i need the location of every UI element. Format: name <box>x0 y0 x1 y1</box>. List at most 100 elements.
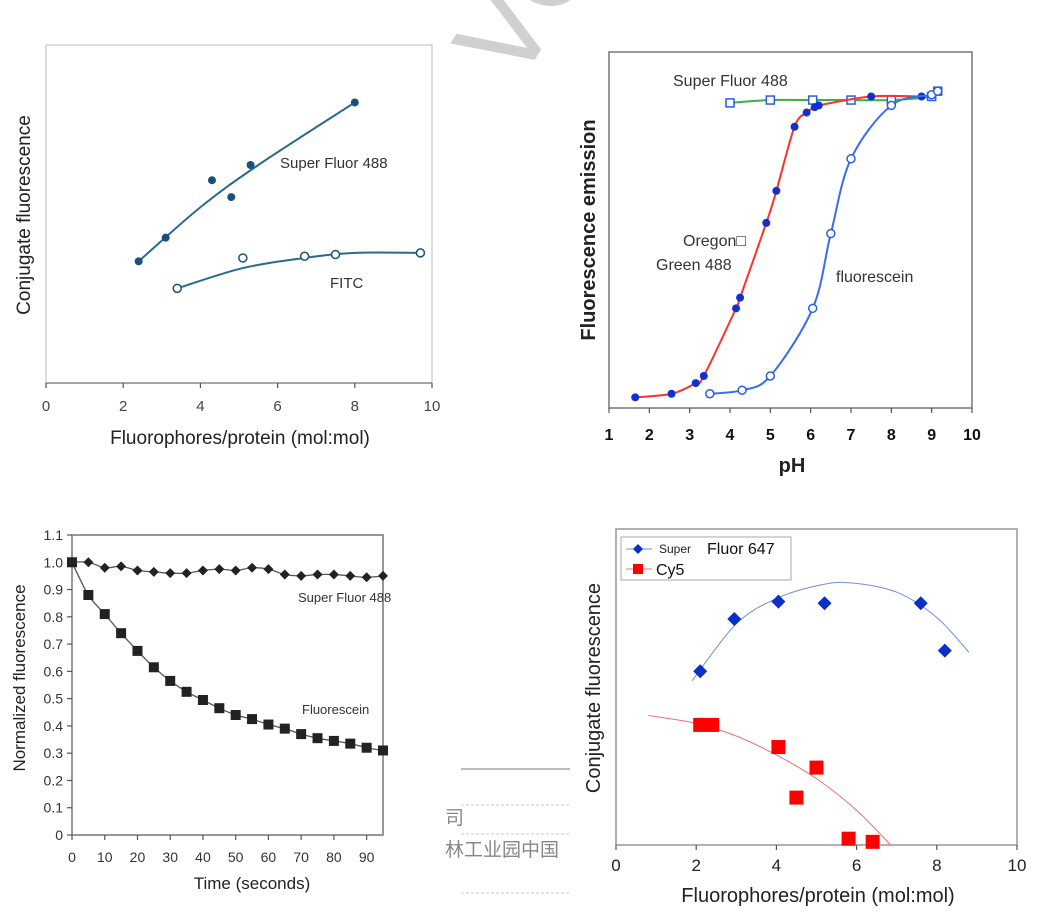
data-point <box>736 293 745 302</box>
chart-3 <box>67 534 388 840</box>
data-point <box>415 248 426 258</box>
data-point <box>633 564 643 574</box>
data-point <box>83 590 94 600</box>
x-tick-label: 90 <box>359 849 375 865</box>
data-point <box>932 86 943 96</box>
data-point <box>99 562 110 573</box>
y-tick-label: 0 <box>55 827 63 843</box>
x-tick-label: 6 <box>273 398 281 415</box>
y-tick-label: 0.1 <box>44 800 64 816</box>
data-point <box>378 745 388 756</box>
data-point <box>693 664 708 679</box>
data-point <box>699 371 708 380</box>
background-text-fragment: 林工业园中国 <box>445 839 560 861</box>
data-point <box>227 193 236 202</box>
x-tick-label: 0 <box>42 398 50 415</box>
x-tick-label: 70 <box>293 849 309 865</box>
data-point <box>667 389 676 398</box>
data-point <box>296 570 307 581</box>
data-point <box>691 379 700 388</box>
x-axis-label: Fluorophores/protein (mol:mol) <box>110 428 370 449</box>
data-point <box>214 703 225 714</box>
data-point <box>725 98 735 108</box>
data-point <box>299 251 310 261</box>
data-point <box>765 371 776 381</box>
x-axis-label: pH <box>779 455 806 477</box>
series-line <box>176 251 421 290</box>
x-tick-label: 6 <box>852 856 861 875</box>
x-tick-label: 4 <box>772 856 781 875</box>
data-point <box>312 733 323 744</box>
data-point <box>279 569 290 580</box>
x-tick-label: 5 <box>766 427 775 444</box>
data-point <box>633 544 643 554</box>
chart-4 <box>615 528 1018 850</box>
chart-1 <box>45 44 433 388</box>
x-tick-label: 2 <box>691 856 700 875</box>
data-point <box>867 92 876 101</box>
data-point <box>181 568 192 579</box>
x-axis-label: Fluorophores/protein (mol:mol) <box>681 885 954 907</box>
x-tick-label: 0 <box>68 849 76 865</box>
data-point <box>296 729 307 740</box>
data-point <box>148 662 159 673</box>
series-2 <box>647 714 892 849</box>
data-point <box>807 95 818 105</box>
y-tick-label: 0.2 <box>44 772 64 788</box>
data-point <box>865 834 880 849</box>
data-point <box>771 740 786 755</box>
x-tick-label: 60 <box>261 849 277 865</box>
plot-frame <box>45 44 433 384</box>
legend <box>620 536 792 581</box>
data-point <box>886 100 897 111</box>
data-point <box>350 98 359 107</box>
data-point <box>99 609 110 620</box>
data-point <box>181 686 192 697</box>
data-point <box>693 717 708 732</box>
series-annotation: Oregon□ <box>683 233 746 250</box>
y-tick-label: 0.7 <box>44 636 64 652</box>
background-text-fragment: 司 <box>445 807 465 829</box>
y-tick-label: 0.4 <box>44 718 64 734</box>
data-point <box>165 675 176 686</box>
x-tick-label: 8 <box>932 856 941 875</box>
data-point <box>161 233 170 242</box>
data-point <box>807 303 818 314</box>
data-point <box>279 723 290 734</box>
series-annotation: Green 488 <box>656 257 732 274</box>
legend-label: Fluor 647 <box>707 541 775 558</box>
x-tick-label: 2 <box>119 398 127 415</box>
watermark: VO <box>432 0 625 100</box>
series-line <box>647 714 892 846</box>
x-tick-label: 8 <box>887 427 896 444</box>
series-annotation: fluorescein <box>836 269 913 286</box>
series-2 <box>172 248 426 294</box>
plot-frame <box>615 528 1018 846</box>
series-annotation: Fluorescein <box>302 702 369 717</box>
y-tick-label: 0.5 <box>44 691 64 707</box>
y-axis-label: Normalized fluorescence <box>10 584 29 771</box>
x-tick-label: 7 <box>847 427 856 444</box>
data-point <box>378 570 388 581</box>
data-point <box>172 283 182 294</box>
data-point <box>817 596 832 611</box>
data-point <box>345 570 356 581</box>
data-point <box>361 742 372 753</box>
chart-2 <box>608 51 973 413</box>
data-point <box>83 557 94 568</box>
data-point <box>789 790 804 805</box>
data-point <box>132 645 143 656</box>
data-point <box>116 628 127 639</box>
series-annotation: FITC <box>330 275 363 292</box>
data-point <box>165 568 176 579</box>
data-point <box>790 122 799 131</box>
series-2 <box>67 557 388 756</box>
x-axis-label: Time (seconds) <box>194 874 311 893</box>
legend-label: Cy5 <box>656 562 685 579</box>
data-point <box>132 565 143 576</box>
plot-frame <box>608 51 973 409</box>
data-point <box>846 154 856 164</box>
data-point <box>148 566 159 577</box>
series-annotation: Super Fluor 488 <box>673 73 788 90</box>
data-point <box>263 719 274 730</box>
